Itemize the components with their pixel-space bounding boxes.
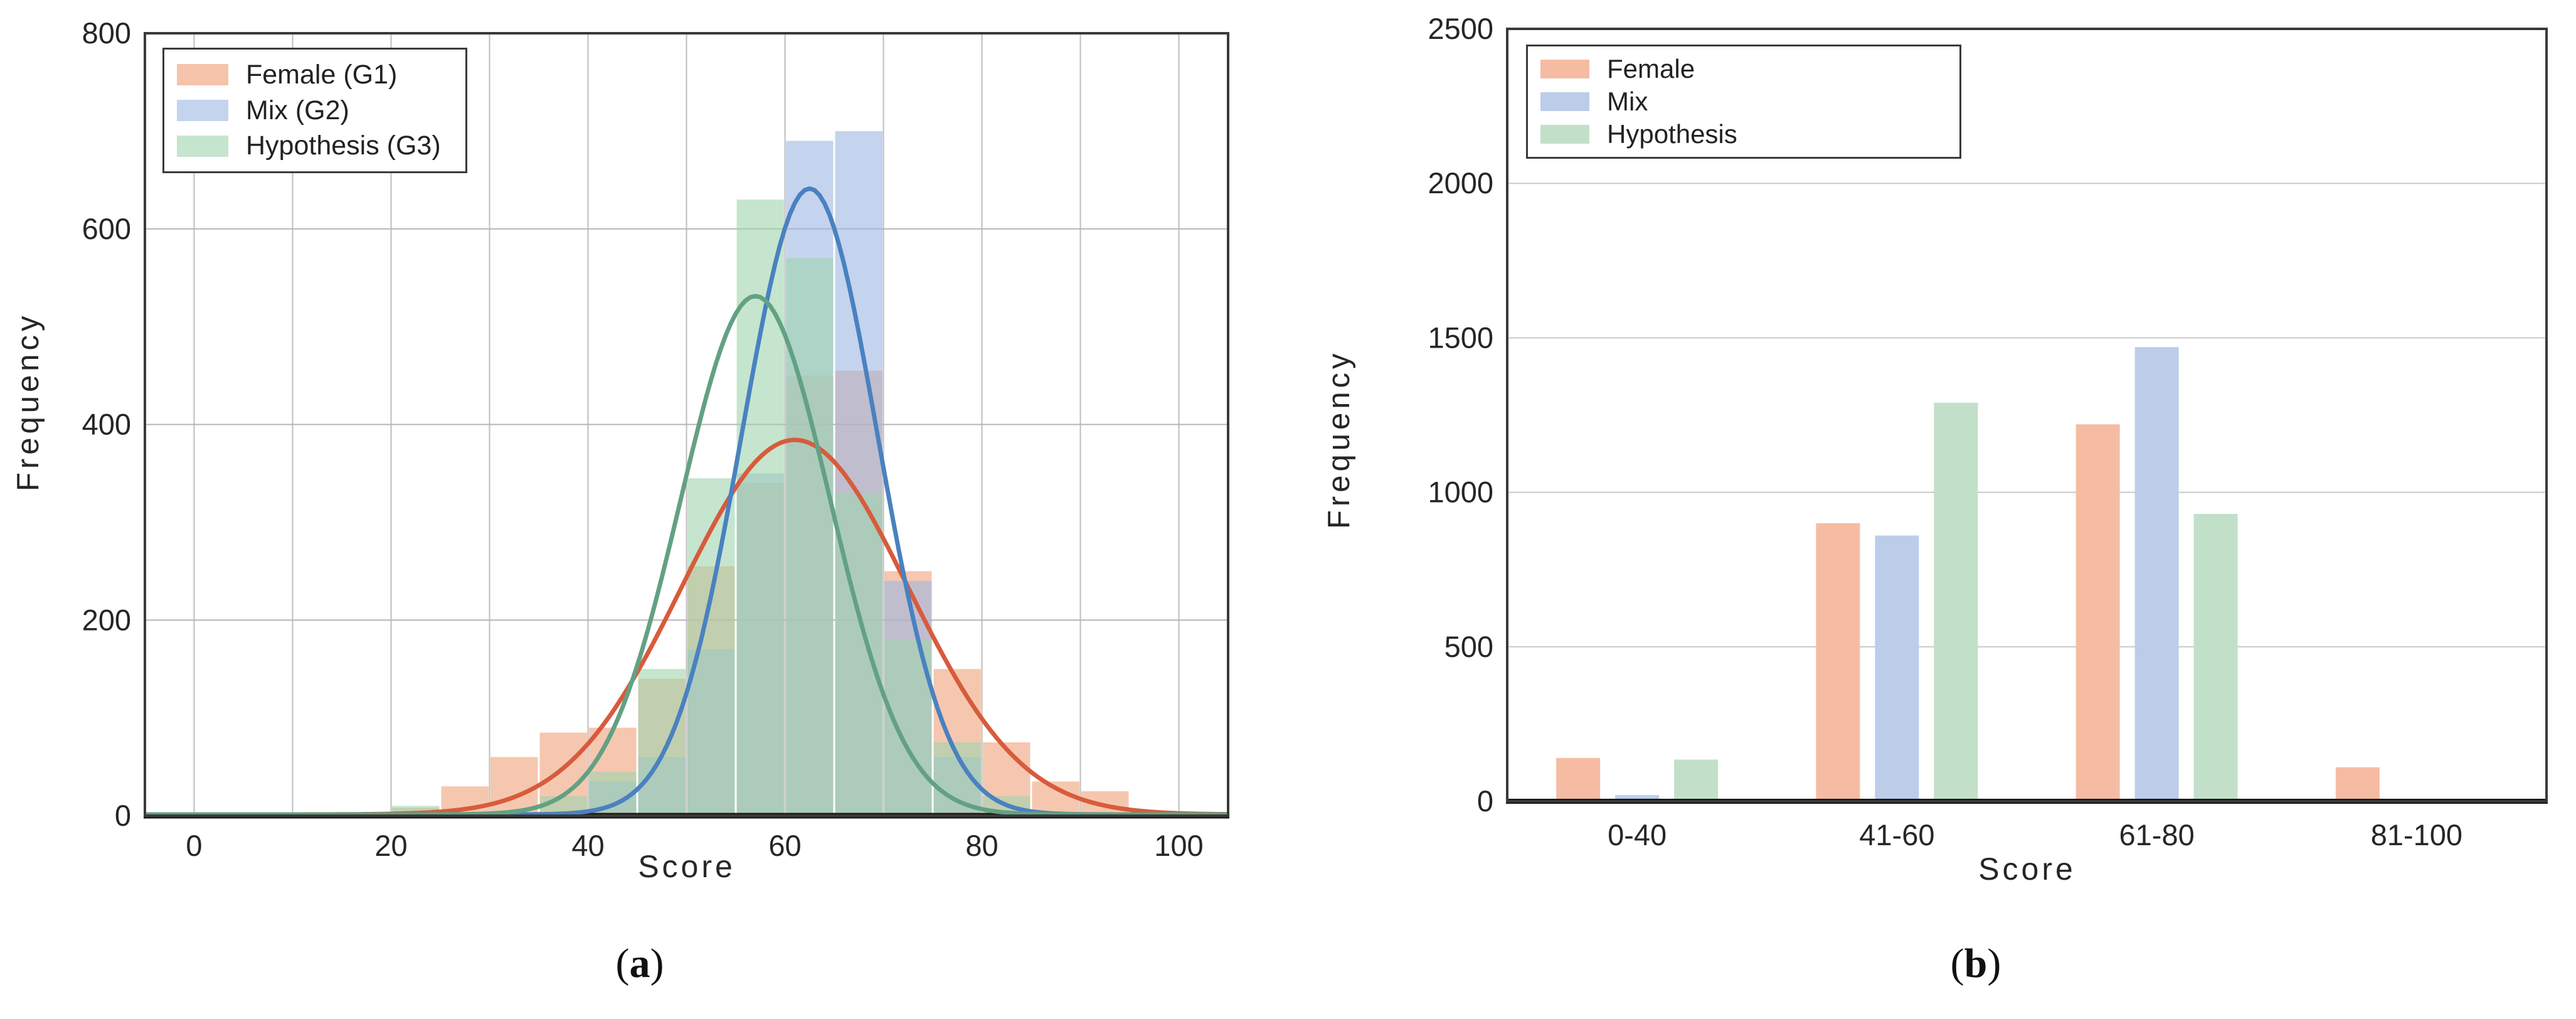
mix-g2-swatch-icon (177, 100, 228, 121)
caption-paren: ) (650, 941, 664, 986)
y-tick-label: 400 (82, 408, 131, 441)
subfigure-caption-a: (a) (326, 940, 953, 988)
chart-b-legend: Female Mix Hypothesis (1526, 45, 1961, 159)
x-tick-label: 61-80 (2119, 818, 2195, 851)
x-tick-label: 0 (186, 829, 202, 862)
bar (1816, 523, 1860, 801)
legend-label: Mix (G2) (246, 95, 349, 125)
legend-label: Female (G1) (246, 59, 398, 90)
x-tick-label: 20 (374, 829, 407, 862)
caption-letter: b (1964, 941, 1988, 986)
female-g1-swatch-icon (177, 64, 228, 86)
bar (1875, 535, 1919, 801)
y-tick-label: 600 (82, 212, 131, 245)
plot-frame (1506, 28, 2548, 803)
bars-layer (1556, 347, 2380, 801)
histogram-bar (490, 757, 538, 816)
legend-item-mix-g2: Mix (G2) (177, 95, 453, 126)
x-tick-label: 60 (768, 829, 801, 862)
female-swatch-icon (1540, 60, 1589, 78)
y-tick-label: 1000 (1428, 476, 1493, 509)
y-tick-label: 0 (1477, 784, 1493, 818)
bar-series (1674, 402, 2238, 801)
bar-series (1556, 424, 2380, 801)
x-tick-label: 41-60 (1859, 818, 1934, 851)
histogram-bars-layer (392, 131, 1129, 816)
hypothesis-g3-swatch-icon (177, 135, 228, 157)
bar (1556, 758, 1601, 801)
y-tick-label: 200 (82, 603, 131, 636)
bar (2134, 347, 2179, 801)
x-tick-label: 40 (571, 829, 604, 862)
plot-frame (144, 32, 1229, 817)
legend-label: Hypothesis (G3) (246, 131, 441, 161)
caption-paren: ( (615, 941, 630, 986)
bar (1934, 402, 1978, 801)
y-tick-label: 0 (115, 799, 131, 832)
grouped-bar-chart-svg: 0 500 1000 1500 2000 2500 0-40 41-60 61-80 81-100 (1428, 12, 2548, 851)
grid-layer (1507, 183, 2547, 648)
histogram-bar (786, 258, 834, 816)
chart-a-y-axis-label: Frequency (11, 312, 45, 491)
chart-b-x-axis-label: Score (1978, 851, 2076, 887)
caption-paren: ) (1987, 941, 2001, 986)
x-tick-label: 100 (1154, 829, 1203, 862)
legend-item-mix: Mix (1540, 87, 1947, 117)
histogram-kde-chart-svg: 0 200 400 600 800 0 20 40 60 80 100 (82, 16, 1229, 862)
bar (1615, 795, 1660, 801)
chart-a-legend: Female (G1) Mix (G2) Hypothesis (G3) (162, 48, 467, 173)
histogram-bar (736, 199, 784, 816)
bar-series (1615, 347, 2179, 801)
mix-swatch-icon (1540, 92, 1589, 111)
bar (1674, 759, 1719, 801)
bar (2075, 424, 2120, 801)
x-tick-label: 81-100 (2371, 818, 2462, 851)
legend-label: Female (1607, 54, 1695, 83)
caption-paren: ( (1950, 941, 1964, 986)
chart-b-y-axis-label: Frequency (1322, 349, 1356, 529)
histogram-bar (638, 669, 686, 816)
bar (2335, 767, 2380, 801)
legend-item-female-g1: Female (G1) (177, 60, 453, 90)
legend-label: Hypothesis (1607, 119, 1737, 149)
x-tick-label: 80 (965, 829, 998, 862)
legend-item-hypothesis-g3: Hypothesis (G3) (177, 131, 453, 161)
y-tick-label: 800 (82, 16, 131, 50)
chart-a-x-axis-label: Score (638, 849, 736, 884)
legend-label: Mix (1607, 87, 1648, 116)
tick-labels-layer: 0 500 1000 1500 2000 2500 0-40 41-60 61-80 81-100 (1428, 12, 2462, 851)
x-tick-label: 0-40 (1608, 818, 1667, 851)
bar (2193, 514, 2238, 801)
caption-letter: a (629, 941, 650, 986)
hypothesis-swatch-icon (1540, 125, 1589, 144)
histogram-bar (687, 478, 735, 816)
tick-labels-layer: 0 200 400 600 800 0 20 40 60 80 100 (82, 16, 1204, 862)
y-tick-label: 1500 (1428, 321, 1493, 354)
grid-layer (145, 33, 1228, 816)
subfigure-caption-b: (b) (1662, 940, 2289, 988)
y-tick-label: 2500 (1428, 12, 1493, 45)
legend-item-hypothesis: Hypothesis (1540, 119, 1947, 149)
legend-item-female: Female (1540, 54, 1947, 84)
y-tick-label: 2000 (1428, 166, 1493, 200)
y-tick-label: 500 (1444, 630, 1493, 663)
